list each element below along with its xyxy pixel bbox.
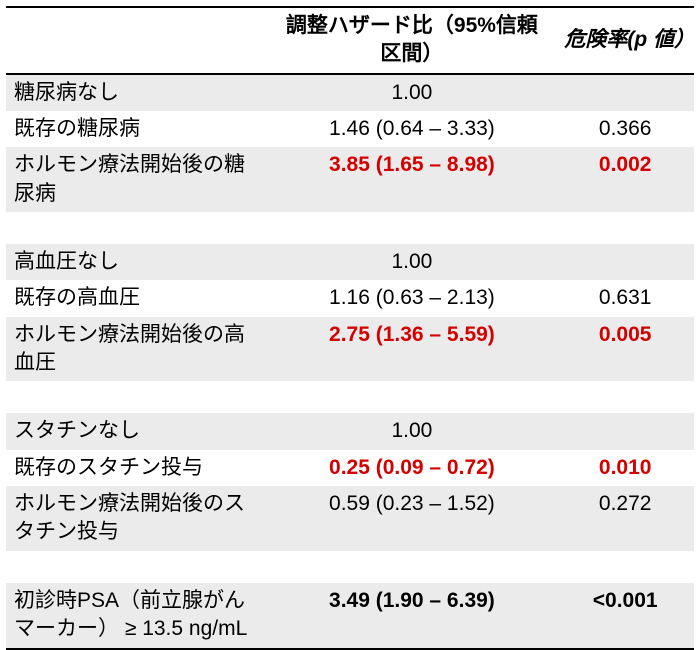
row-label bbox=[6, 551, 267, 583]
hazard-ratio-value bbox=[267, 212, 556, 244]
table-spacer-row bbox=[6, 212, 694, 244]
hazard-ratio-value: 1.00 bbox=[267, 413, 556, 449]
table-row: 既存の糖尿病1.46 (0.64 – 3.33)0.366 bbox=[6, 111, 694, 147]
p-value bbox=[556, 413, 694, 449]
table-spacer-row bbox=[6, 381, 694, 413]
table-row: 糖尿病なし1.00 bbox=[6, 74, 694, 111]
hazard-ratio-value: 0.25 (0.09 – 0.72) bbox=[267, 450, 556, 486]
col-header-empty bbox=[6, 7, 267, 74]
p-value bbox=[556, 74, 694, 111]
table-row: 高血圧なし1.00 bbox=[6, 244, 694, 280]
table-row: ホルモン療法開始後の高血圧2.75 (1.36 – 5.59)0.005 bbox=[6, 317, 694, 382]
row-label: ホルモン療法開始後のスタチン投与 bbox=[6, 486, 267, 551]
hazard-ratio-value: 1.00 bbox=[267, 244, 556, 280]
row-label: 糖尿病なし bbox=[6, 74, 267, 111]
p-value bbox=[556, 551, 694, 583]
p-value: 0.272 bbox=[556, 486, 694, 551]
table-row: スタチンなし1.00 bbox=[6, 413, 694, 449]
row-label bbox=[6, 212, 267, 244]
p-value: 0.631 bbox=[556, 280, 694, 316]
table-header-row: 調整ハザード比（95%信頼区間） 危険率(p 値） bbox=[6, 7, 694, 74]
table-row: 初診時PSA（前立腺がんマーカー） ≥ 13.5 ng/mL3.49 (1.90… bbox=[6, 583, 694, 649]
p-value bbox=[556, 381, 694, 413]
table-row: ホルモン療法開始後のスタチン投与0.59 (0.23 – 1.52)0.272 bbox=[6, 486, 694, 551]
table-row: 既存の高血圧1.16 (0.63 – 2.13)0.631 bbox=[6, 280, 694, 316]
row-label: 初診時PSA（前立腺がんマーカー） ≥ 13.5 ng/mL bbox=[6, 583, 267, 649]
hazard-ratio-value: 1.46 (0.64 – 3.33) bbox=[267, 111, 556, 147]
col-header-pvalue: 危険率(p 値） bbox=[556, 7, 694, 74]
hazard-ratio-value bbox=[267, 381, 556, 413]
hazard-ratio-value: 3.85 (1.65 – 8.98) bbox=[267, 147, 556, 212]
p-value: 0.010 bbox=[556, 450, 694, 486]
p-value bbox=[556, 212, 694, 244]
hazard-ratio-value: 2.75 (1.36 – 5.59) bbox=[267, 317, 556, 382]
hazard-ratio-table: 調整ハザード比（95%信頼区間） 危険率(p 値） 糖尿病なし1.00既存の糖尿… bbox=[6, 6, 694, 650]
row-label: 既存の糖尿病 bbox=[6, 111, 267, 147]
table-row: 既存のスタチン投与0.25 (0.09 – 0.72)0.010 bbox=[6, 450, 694, 486]
row-label: スタチンなし bbox=[6, 413, 267, 449]
hazard-ratio-value bbox=[267, 551, 556, 583]
row-label: 既存の高血圧 bbox=[6, 280, 267, 316]
row-label bbox=[6, 381, 267, 413]
hazard-ratio-value: 0.59 (0.23 – 1.52) bbox=[267, 486, 556, 551]
row-label: 高血圧なし bbox=[6, 244, 267, 280]
p-value: <0.001 bbox=[556, 583, 694, 649]
table-spacer-row bbox=[6, 551, 694, 583]
col-header-hazard-ratio: 調整ハザード比（95%信頼区間） bbox=[267, 7, 556, 74]
p-value: 0.002 bbox=[556, 147, 694, 212]
row-label: ホルモン療法開始後の高血圧 bbox=[6, 317, 267, 382]
table-row: ホルモン療法開始後の糖尿病3.85 (1.65 – 8.98)0.002 bbox=[6, 147, 694, 212]
hazard-ratio-value: 3.49 (1.90 – 6.39) bbox=[267, 583, 556, 649]
p-value bbox=[556, 244, 694, 280]
p-value: 0.366 bbox=[556, 111, 694, 147]
row-label: 既存のスタチン投与 bbox=[6, 450, 267, 486]
hazard-ratio-value: 1.16 (0.63 – 2.13) bbox=[267, 280, 556, 316]
row-label: ホルモン療法開始後の糖尿病 bbox=[6, 147, 267, 212]
p-value: 0.005 bbox=[556, 317, 694, 382]
hazard-ratio-value: 1.00 bbox=[267, 74, 556, 111]
